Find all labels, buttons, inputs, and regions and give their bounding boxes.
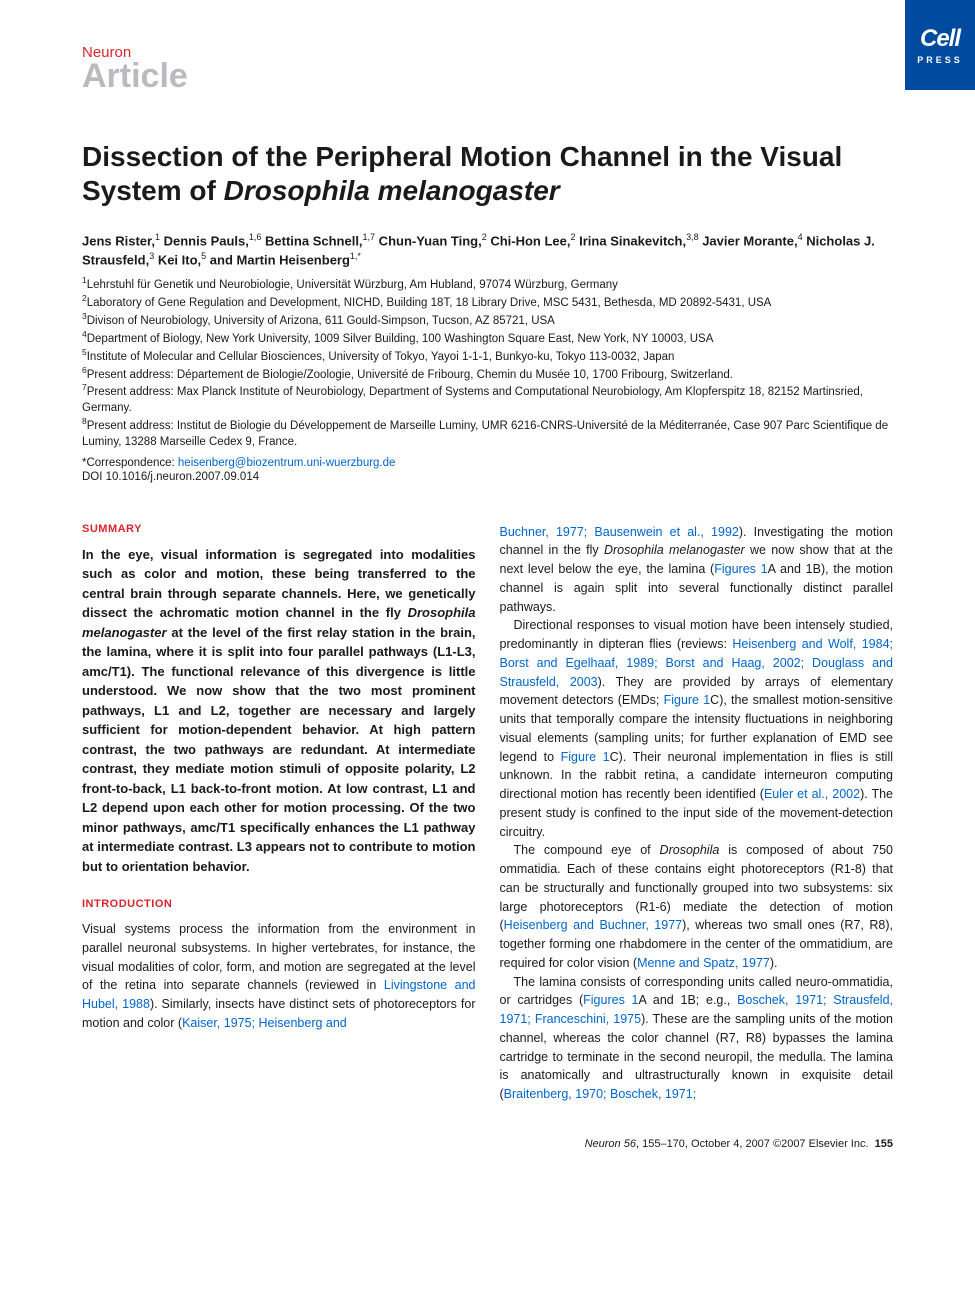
footer-rest: , 155–170, October 4, 2007 ©2007 Elsevie… (636, 1138, 869, 1150)
summary-heading: SUMMARY (82, 523, 476, 535)
body-paragraph: Directional responses to visual motion h… (500, 616, 894, 841)
intro-left-text: Visual systems process the information f… (82, 920, 476, 1033)
column-left: SUMMARY In the eye, visual information i… (82, 523, 476, 1104)
footer-volume: 56 (624, 1138, 636, 1150)
publisher-logo: Cell PRESS (905, 0, 975, 90)
affiliation-line: 3Divison of Neurobiology, University of … (82, 311, 893, 329)
affiliation-line: 8Present address: Institut de Biologie d… (82, 416, 893, 450)
body-paragraph: The lamina consists of corresponding uni… (500, 973, 894, 1104)
title-species: Drosophila melanogaster (224, 175, 560, 206)
author-list: Jens Rister,1 Dennis Pauls,1,6 Bettina S… (82, 231, 893, 269)
intro-left-para: Visual systems process the information f… (82, 920, 476, 1033)
correspondence-line: *Correspondence: heisenberg@biozentrum.u… (82, 455, 893, 471)
introduction-heading: INTRODUCTION (82, 898, 476, 910)
affiliation-line: 7Present address: Max Planck Institute o… (82, 382, 893, 416)
page-footer: Neuron 56, 155–170, October 4, 2007 ©200… (82, 1138, 893, 1150)
correspondence-label: *Correspondence: (82, 457, 178, 469)
logo-brand: Cell (920, 25, 960, 53)
body-paragraph: Buchner, 1977; Bausenwein et al., 1992).… (500, 523, 894, 617)
footer-journal: Neuron (585, 1138, 624, 1150)
affiliation-line: 2Laboratory of Gene Regulation and Devel… (82, 293, 893, 311)
body-paragraph: The compound eye of Drosophila is compos… (500, 841, 894, 972)
affiliation-line: 1Lehrstuhl für Genetik und Neurobiologie… (82, 275, 893, 293)
correspondence-email[interactable]: heisenberg@biozentrum.uni-wuerzburg.de (178, 457, 396, 469)
footer-page: 155 (875, 1138, 893, 1150)
affiliation-line: 6Present address: Département de Biologi… (82, 365, 893, 383)
article-type: Article (82, 57, 893, 96)
two-column-body: SUMMARY In the eye, visual information i… (82, 523, 893, 1104)
doi-line: DOI 10.1016/j.neuron.2007.09.014 (82, 471, 893, 483)
affiliation-line: 5Institute of Molecular and Cellular Bio… (82, 347, 893, 365)
article-page: Cell PRESS Neuron Article Dissection of … (0, 0, 975, 1180)
affiliations-block: 1Lehrstuhl für Genetik und Neurobiologie… (82, 275, 893, 451)
summary-text: In the eye, visual information is segreg… (82, 545, 476, 877)
logo-sub: PRESS (917, 55, 963, 65)
article-title: Dissection of the Peripheral Motion Chan… (82, 140, 893, 207)
column-right: Buchner, 1977; Bausenwein et al., 1992).… (500, 523, 894, 1104)
affiliation-line: 4Department of Biology, New York Univers… (82, 329, 893, 347)
